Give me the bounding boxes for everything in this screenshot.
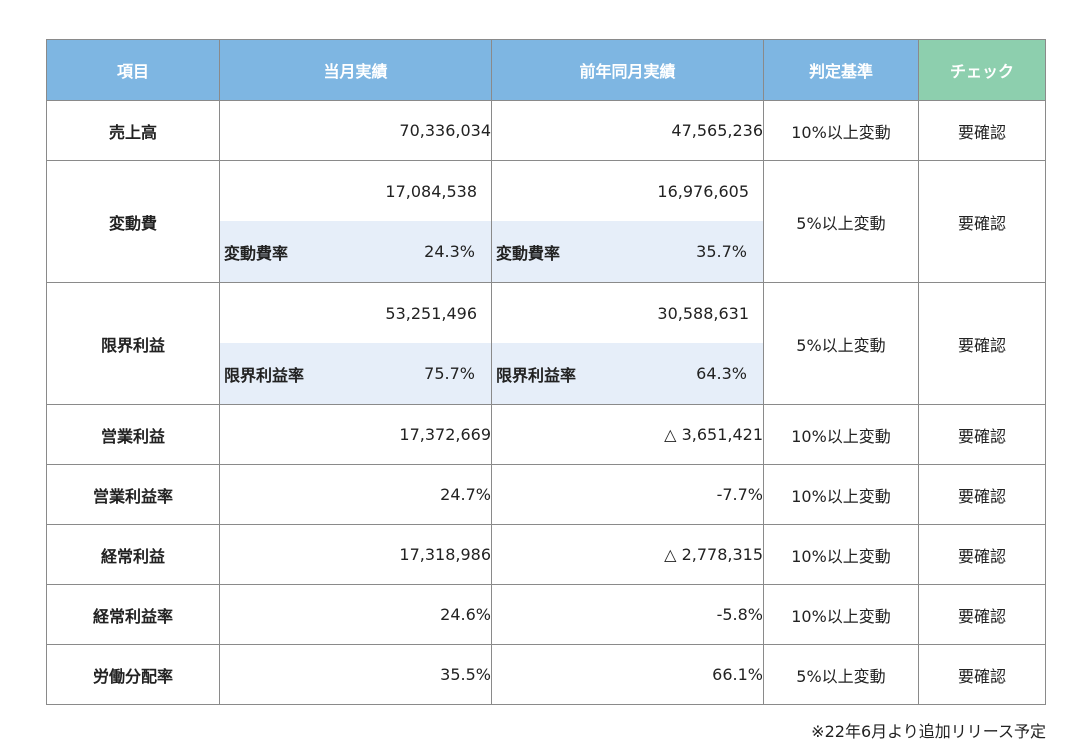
previous-value: -5.8% [491,584,764,645]
header-current: 当月実績 [219,39,492,101]
previous-value: 16,976,605 [657,181,749,201]
previous-rate-row: 限界利益率 64.3% [492,343,763,404]
previous-value: -7.7% [491,464,764,525]
rate-label: 変動費率 [496,243,561,263]
criteria: 5%以上変動 [763,160,919,283]
row-item: 労働分配率 [46,644,220,705]
row-item: 限界利益 [46,282,220,405]
criteria: 5%以上変動 [763,644,919,705]
check-status: 要確認 [918,584,1046,645]
current-value: 17,318,986 [219,524,492,585]
current-cell: 53,251,496 限界利益率 75.7% [219,282,492,405]
table-row: 限界利益 53,251,496 限界利益率 75.7% 30,588,631 限… [46,282,1046,405]
table-row: 営業利益率 24.7% -7.7% 10%以上変動 要確認 [46,464,1046,525]
rate-label: 限界利益率 [496,365,577,385]
check-status: 要確認 [918,464,1046,525]
table-row: 営業利益 17,372,669 △ 3,651,421 10%以上変動 要確認 [46,404,1046,465]
table-row: 変動費 17,084,538 変動費率 24.3% 16,976,605 変動費… [46,160,1046,283]
check-status: 要確認 [918,404,1046,465]
criteria: 10%以上変動 [763,100,919,161]
current-value: 17,084,538 [385,181,477,201]
previous-value: △ 2,778,315 [491,524,764,585]
check-status: 要確認 [918,644,1046,705]
row-item: 経常利益 [46,524,220,585]
header-previous: 前年同月実績 [491,39,764,101]
row-item: 経常利益率 [46,584,220,645]
current-value: 53,251,496 [385,303,477,323]
previous-cell: 30,588,631 限界利益率 64.3% [491,282,764,405]
criteria: 10%以上変動 [763,464,919,525]
row-item: 変動費 [46,160,220,283]
previous-rate-row: 変動費率 35.7% [492,221,763,282]
table-row: 経常利益率 24.6% -5.8% 10%以上変動 要確認 [46,584,1046,645]
criteria: 10%以上変動 [763,584,919,645]
rate-value: 35.7% [696,242,747,261]
current-cell: 17,084,538 変動費率 24.3% [219,160,492,283]
current-rate-row: 限界利益率 75.7% [220,343,491,404]
previous-value: △ 3,651,421 [491,404,764,465]
criteria: 10%以上変動 [763,524,919,585]
header-row: 項目 当月実績 前年同月実績 判定基準 チェック [46,39,1046,101]
header-criteria: 判定基準 [763,39,919,101]
previous-cell: 16,976,605 変動費率 35.7% [491,160,764,283]
previous-value: 66.1% [491,644,764,705]
current-rate-row: 変動費率 24.3% [220,221,491,282]
header-item: 項目 [46,39,220,101]
current-value: 70,336,034 [219,100,492,161]
footnote: ※22年6月より追加リリース予定 [811,722,1046,741]
previous-value: 47,565,236 [491,100,764,161]
kpi-check-table: 項目 当月実績 前年同月実績 判定基準 チェック 売上高 70,336,034 … [46,39,1046,705]
table-row: 労働分配率 35.5% 66.1% 5%以上変動 要確認 [46,644,1046,705]
criteria: 5%以上変動 [763,282,919,405]
check-status: 要確認 [918,282,1046,405]
check-status: 要確認 [918,100,1046,161]
current-value: 24.6% [219,584,492,645]
check-status: 要確認 [918,160,1046,283]
table-row: 売上高 70,336,034 47,565,236 10%以上変動 要確認 [46,100,1046,161]
rate-value: 75.7% [424,364,475,383]
current-value: 24.7% [219,464,492,525]
row-item: 営業利益率 [46,464,220,525]
header-check: チェック [918,39,1046,101]
criteria: 10%以上変動 [763,404,919,465]
previous-value: 30,588,631 [657,303,749,323]
rate-label: 変動費率 [224,243,289,263]
rate-value: 24.3% [424,242,475,261]
rate-label: 限界利益率 [224,365,305,385]
current-value: 17,372,669 [219,404,492,465]
row-item: 営業利益 [46,404,220,465]
rate-value: 64.3% [696,364,747,383]
check-status: 要確認 [918,524,1046,585]
table-row: 経常利益 17,318,986 △ 2,778,315 10%以上変動 要確認 [46,524,1046,585]
row-item: 売上高 [46,100,220,161]
current-value: 35.5% [219,644,492,705]
